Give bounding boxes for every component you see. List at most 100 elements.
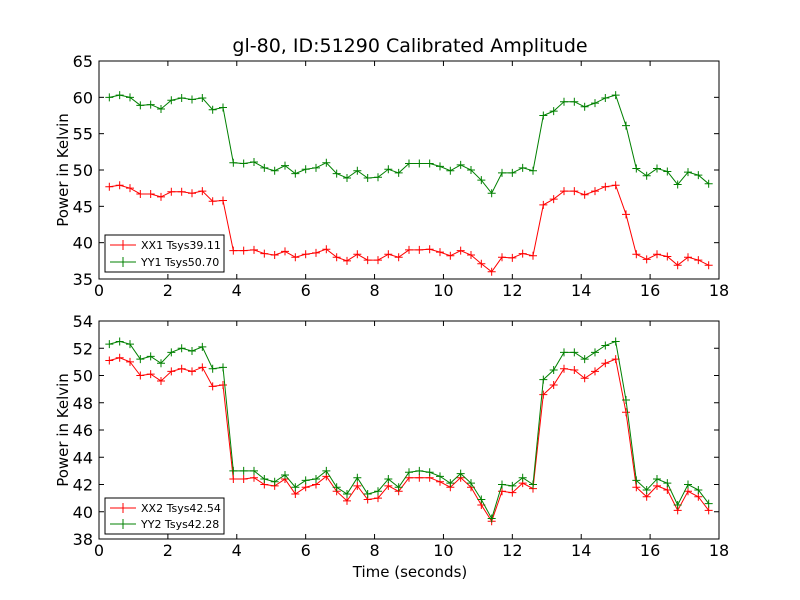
data-point-yy2 <box>704 499 713 508</box>
top-y-tick-label: 50 <box>73 161 93 180</box>
data-point-yy2 <box>250 466 258 475</box>
data-point-xx2 <box>684 487 692 496</box>
data-point-yy1 <box>498 168 506 177</box>
data-point-yy1 <box>405 159 413 168</box>
data-point-yy1 <box>704 179 713 188</box>
data-point-xx1 <box>446 251 455 260</box>
data-point-yy2 <box>312 475 320 484</box>
data-point-yy1 <box>208 105 217 114</box>
data-point-xx2 <box>570 366 579 375</box>
data-point-xx1 <box>415 245 424 254</box>
bottom-x-tick-label: 16 <box>640 541 660 560</box>
data-point-xx2 <box>229 475 238 484</box>
top-y-tick-label: 40 <box>73 234 93 253</box>
data-point-xx1 <box>105 182 114 191</box>
bottom-y-tick-label: 50 <box>73 367 93 386</box>
data-point-yy2 <box>343 490 351 499</box>
data-point-xx1 <box>322 245 331 254</box>
data-point-xx2 <box>622 408 630 417</box>
data-point-yy2 <box>694 485 703 494</box>
data-point-xx1 <box>487 267 496 276</box>
data-point-yy2 <box>374 487 382 496</box>
data-point-yy1 <box>663 167 672 176</box>
data-point-yy2 <box>105 340 114 349</box>
top-legend-marker-yy1 <box>118 257 128 267</box>
data-point-yy2 <box>425 468 434 477</box>
data-point-xx1 <box>405 245 413 254</box>
data-point-yy2 <box>198 342 207 351</box>
data-point-yy1 <box>684 168 692 177</box>
data-point-xx1 <box>188 189 196 198</box>
data-point-yy1 <box>363 173 372 182</box>
data-point-yy2 <box>477 495 486 504</box>
bottom-y-tick-label: 48 <box>73 394 93 413</box>
top-legend-marker-xx1 <box>118 240 128 250</box>
bottom-legend: XX2 Tsys42.54 YY2 Tsys42.28 <box>104 497 225 535</box>
data-point-yy1 <box>673 180 682 189</box>
data-point-xx1 <box>549 195 558 204</box>
data-point-yy2 <box>518 473 527 482</box>
data-point-yy1 <box>529 166 537 175</box>
data-point-xx1 <box>363 256 372 265</box>
data-point-yy2 <box>601 341 610 350</box>
data-point-yy2 <box>684 480 692 489</box>
data-point-yy2 <box>188 346 196 355</box>
data-point-xx2 <box>374 494 382 503</box>
data-point-xx1 <box>353 250 362 259</box>
top-plot-series <box>105 91 713 276</box>
top-plot: 0 2 4 6 8 10 12 14 16 18 35 40 45 50 55 60 65 Power in K… <box>54 52 729 300</box>
data-point-xx1 <box>570 187 579 196</box>
data-point-yy1 <box>188 95 196 104</box>
top-legend: XX1 Tsys39.11 YY1 Tsys50.70 <box>104 234 225 273</box>
data-point-yy2 <box>270 477 279 486</box>
data-point-xx1 <box>291 253 300 262</box>
bottom-y-tick-label: 44 <box>73 448 93 467</box>
data-point-yy2 <box>456 469 465 478</box>
data-point-xx2 <box>177 364 186 373</box>
data-point-xx2 <box>498 487 506 496</box>
data-point-xx2 <box>694 492 703 501</box>
data-point-xx1 <box>343 256 351 265</box>
data-point-xx2 <box>146 370 155 379</box>
data-point-xx1 <box>642 255 651 264</box>
data-point-yy2 <box>208 364 217 373</box>
data-point-yy1 <box>622 121 630 130</box>
data-point-yy2 <box>229 466 238 475</box>
bottom-x-tick-label: 14 <box>571 541 591 560</box>
data-point-yy2 <box>394 483 403 492</box>
data-point-xx1 <box>560 187 568 196</box>
data-point-xx1 <box>332 253 341 262</box>
top-x-tick-label: 4 <box>232 281 242 300</box>
data-point-xx1 <box>167 187 176 196</box>
bottom-legend-box <box>104 497 225 535</box>
data-point-yy1 <box>580 102 589 111</box>
data-point-yy2 <box>157 359 165 368</box>
top-y-tick-label: 60 <box>73 88 93 107</box>
bottom-plot-series <box>105 337 713 526</box>
top-x-tick-label: 12 <box>502 281 522 300</box>
data-point-xx1 <box>270 251 279 260</box>
top-x-tick-label: 6 <box>301 281 311 300</box>
data-point-xx1 <box>467 251 475 260</box>
data-point-yy1 <box>177 94 186 103</box>
data-point-yy2 <box>322 466 331 475</box>
data-point-yy1 <box>136 101 145 110</box>
data-point-xx1 <box>384 250 393 259</box>
data-point-yy1 <box>260 163 269 172</box>
data-point-yy1 <box>198 94 207 103</box>
top-x-tick-label: 2 <box>163 281 173 300</box>
data-point-xx1 <box>229 246 238 255</box>
data-point-yy2 <box>126 340 134 349</box>
data-point-xx1 <box>281 247 289 256</box>
data-point-xx1 <box>146 189 155 198</box>
data-point-xx1 <box>632 250 641 259</box>
chart-title: gl-80, ID:51290 Calibrated Amplitude <box>232 35 587 57</box>
data-point-yy2 <box>549 366 558 375</box>
data-point-yy2 <box>353 473 362 482</box>
data-point-xx1 <box>456 246 465 255</box>
data-point-xx2 <box>239 475 248 484</box>
data-point-xx1 <box>508 253 517 262</box>
data-point-yy2 <box>663 479 672 488</box>
data-point-xx1 <box>198 187 207 196</box>
data-point-yy1 <box>146 100 155 109</box>
